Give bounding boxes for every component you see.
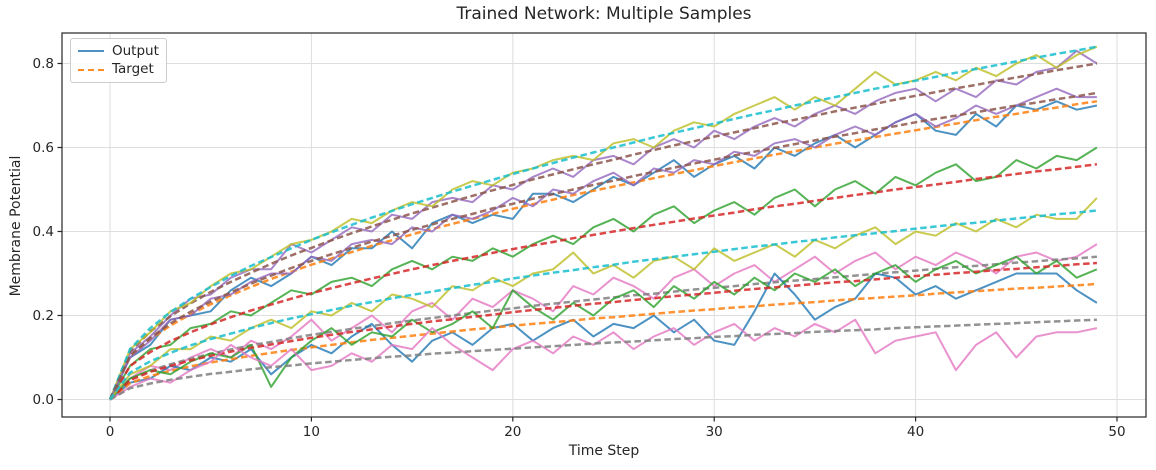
x-tick-label: 40 <box>907 424 924 440</box>
target-line-sample-3 <box>108 62 1098 400</box>
y-tick-label: 0.8 <box>33 56 54 72</box>
output-line-sample-3 <box>109 49 1098 400</box>
output-line-sample-4 <box>109 243 1098 401</box>
target-line-sample-6 <box>109 282 1097 401</box>
target-line-sample-5 <box>108 45 1098 400</box>
target-line-sample-4 <box>109 255 1098 401</box>
target-line-sample-8 <box>108 91 1098 401</box>
output-line-sample-6 <box>109 272 1098 401</box>
output-line-sample-1 <box>109 100 1098 400</box>
x-tick-label: 20 <box>504 424 521 440</box>
output-line-sample-10 <box>109 197 1098 401</box>
x-tick-label: 10 <box>303 424 320 440</box>
y-axis-label: Membrane Potential <box>8 155 24 297</box>
legend-label-target: Target <box>112 61 154 77</box>
chart-title: Trained Network: Multiple Samples <box>456 4 752 24</box>
legend-entry-output: Output <box>78 42 159 60</box>
target-line-sample-1 <box>108 100 1098 401</box>
target-line-sample-10 <box>108 209 1098 401</box>
output-line-swatch <box>78 50 104 53</box>
target-line-swatch <box>78 68 104 71</box>
x-tick-label: 50 <box>1108 424 1125 440</box>
x-tick-label: 0 <box>106 424 115 440</box>
y-tick-label: 0.6 <box>33 140 54 156</box>
output-line-sample-7 <box>109 255 1098 401</box>
output-line-sample-2 <box>109 146 1098 401</box>
target-line-sample-2 <box>108 163 1098 401</box>
x-tick-label: 30 <box>706 424 723 440</box>
y-tick-label: 0.0 <box>33 392 54 408</box>
output-line-sample-8 <box>109 87 1097 400</box>
plot-border <box>61 32 1147 418</box>
x-axis-label: Time Step <box>568 443 640 459</box>
y-tick-label: 0.2 <box>33 308 54 324</box>
y-tick-label: 0.4 <box>33 224 54 240</box>
output-line-sample-5 <box>109 45 1098 400</box>
legend: Output Target <box>70 38 167 83</box>
legend-entry-target: Target <box>78 61 159 79</box>
output-line-sample-9 <box>109 318 1098 401</box>
legend-label-output: Output <box>112 42 159 59</box>
